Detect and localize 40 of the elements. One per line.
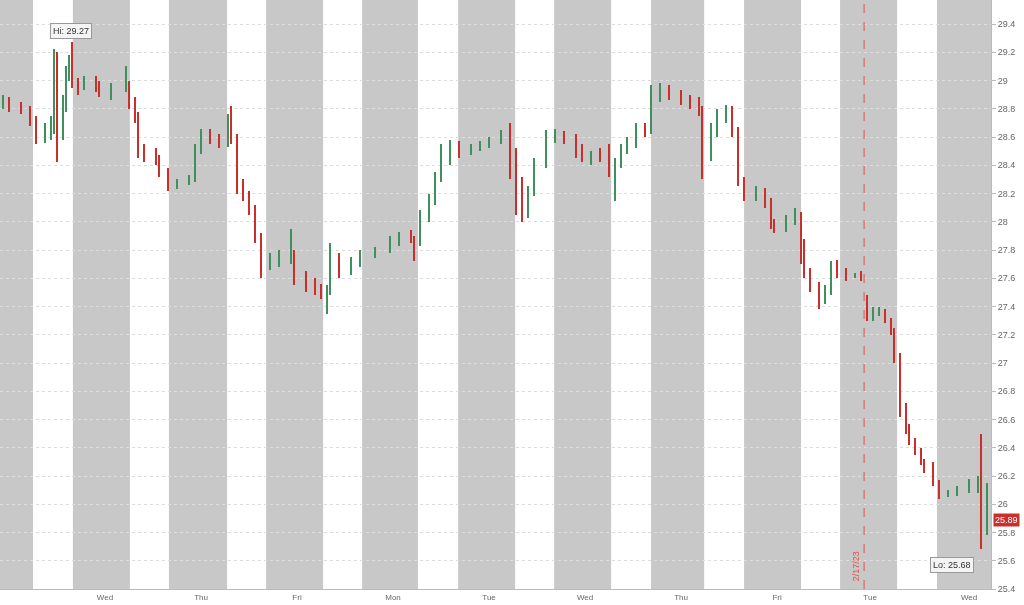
x-tick-label: Mon bbox=[385, 592, 401, 602]
y-tick-label: 28.2 bbox=[997, 188, 1016, 199]
y-tick-label: 26.4 bbox=[997, 442, 1016, 453]
x-tick-label: Thu bbox=[194, 592, 208, 602]
y-tick-label: 27.6 bbox=[997, 273, 1016, 284]
y-tick-label: 29.4 bbox=[997, 19, 1016, 30]
candlestick bbox=[290, 229, 292, 264]
y-tick-label: 27.2 bbox=[997, 329, 1016, 340]
y-tick-label: 26.8 bbox=[997, 386, 1016, 397]
y-tick-label: 28 bbox=[997, 216, 1008, 227]
y-tick-label: 27.8 bbox=[997, 245, 1016, 256]
x-tick-label: Wed bbox=[960, 592, 978, 602]
x-tick-label: Fri bbox=[772, 592, 782, 602]
candlestick bbox=[125, 66, 127, 92]
candlestick bbox=[680, 90, 682, 105]
candlestick bbox=[614, 158, 616, 201]
y-tick-label: 25.4 bbox=[997, 584, 1016, 595]
x-tick-label: Wed bbox=[96, 592, 114, 602]
y-tick-label: 26.6 bbox=[997, 414, 1016, 425]
x-tick-label: Fri bbox=[292, 592, 302, 602]
y-tick-label: 26 bbox=[997, 499, 1008, 510]
y-tick-label: 26.2 bbox=[997, 471, 1016, 482]
y-tick-label: 25.8 bbox=[997, 527, 1016, 538]
annotation: 2/17/23 bbox=[850, 551, 861, 582]
annotation: Hi: 29.27 bbox=[53, 26, 90, 36]
y-tick-label: 28.6 bbox=[997, 132, 1016, 143]
annotation: Lo: 25.68 bbox=[933, 560, 971, 570]
y-tick-label: 28.4 bbox=[997, 160, 1016, 171]
x-tick-label: Wed bbox=[576, 592, 594, 602]
text: 25.89 bbox=[995, 515, 1018, 525]
x-tick-label: Thu bbox=[674, 592, 688, 602]
candlestick bbox=[44, 123, 46, 143]
y-tick-label: 27 bbox=[997, 358, 1008, 369]
x-tick-label: Tue bbox=[863, 592, 878, 602]
y-tick-label: 29.2 bbox=[997, 47, 1016, 58]
y-tick-label: 29 bbox=[997, 75, 1008, 86]
x-tick-label: Tue bbox=[482, 592, 497, 602]
y-tick-label: 28.8 bbox=[997, 103, 1016, 114]
y-tick-label: 25.6 bbox=[997, 555, 1016, 566]
y-tick-label: 27.4 bbox=[997, 301, 1016, 312]
